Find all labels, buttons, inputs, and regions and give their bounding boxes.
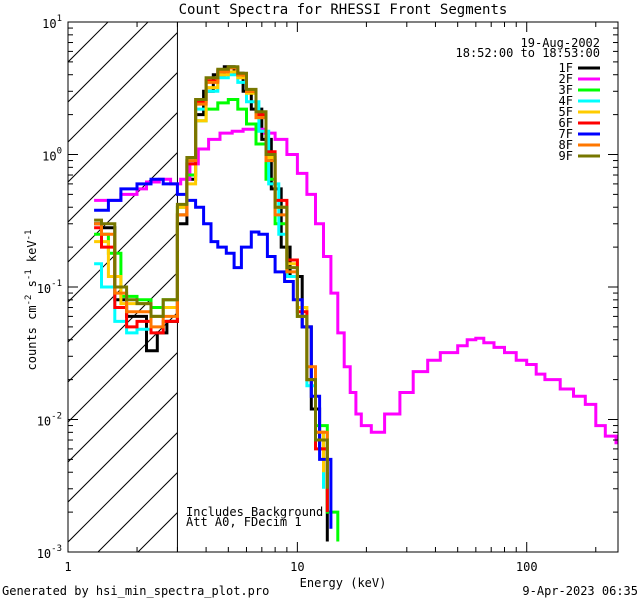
y-tick-label: 10-2 bbox=[37, 412, 62, 429]
x-tick-label: 100 bbox=[516, 560, 538, 574]
chart-title: Count Spectra for RHESSI Front Segments bbox=[179, 2, 508, 18]
legend-label-8F: 8F bbox=[559, 138, 573, 152]
legend-label-6F: 6F bbox=[559, 116, 573, 130]
annotation-background: Includes Background bbox=[186, 505, 323, 519]
x-axis-label: Energy (keV) bbox=[300, 576, 387, 590]
legend-label-1F: 1F bbox=[559, 61, 573, 75]
y-tick-label: 10-1 bbox=[37, 279, 62, 296]
hatch-line bbox=[68, 191, 178, 303]
legend-label-4F: 4F bbox=[559, 94, 573, 108]
hatch-line bbox=[68, 31, 178, 143]
info-time-range: 18:52:00 to 18:53:00 bbox=[456, 46, 601, 60]
plot-frame bbox=[67, 21, 619, 553]
legend-label-9F: 9F bbox=[559, 149, 573, 163]
legend-label-3F: 3F bbox=[559, 83, 573, 97]
hatched-region bbox=[68, 22, 178, 552]
legend-label-5F: 5F bbox=[559, 105, 573, 119]
hatch-line bbox=[68, 391, 178, 503]
y-tick-label: 101 bbox=[42, 14, 62, 31]
series-8F bbox=[94, 66, 329, 473]
y-axis-label: counts cm-2 s-1 keV-1 bbox=[24, 230, 39, 371]
hatch-line bbox=[68, 271, 178, 383]
y-tick-label: 10-3 bbox=[37, 544, 62, 561]
x-tick-labels: 1 10 100 bbox=[64, 560, 537, 574]
footer-generated-by: Generated by hsi_min_spectra_plot.pro bbox=[2, 584, 269, 598]
legend-label-2F: 2F bbox=[559, 72, 573, 86]
y-tick-labels: 10-3 10-2 10-1 100 101 bbox=[37, 14, 62, 561]
series-2F bbox=[94, 127, 618, 445]
info-date: 19-Aug-2002 bbox=[521, 36, 600, 50]
hatch-line bbox=[68, 71, 178, 183]
annotation-attenuator: Att A0, FDecim 1 bbox=[186, 515, 302, 529]
series-7F bbox=[94, 177, 333, 529]
series-layer bbox=[94, 65, 618, 542]
legend-label-7F: 7F bbox=[559, 127, 573, 141]
x-tick-label: 1 bbox=[64, 560, 71, 574]
footer-timestamp: 9-Apr-2023 06:35 bbox=[522, 584, 638, 598]
series-9F bbox=[94, 65, 329, 489]
x-tick-label: 10 bbox=[290, 560, 304, 574]
hatch-line bbox=[68, 431, 178, 543]
axis-ticks bbox=[67, 21, 618, 553]
y-tick-label: 100 bbox=[42, 147, 62, 164]
